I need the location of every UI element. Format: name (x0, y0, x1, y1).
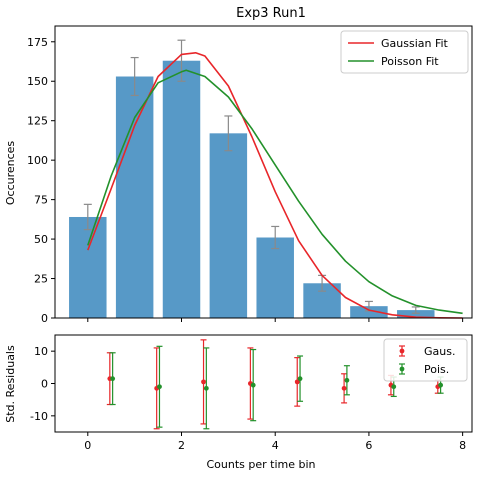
bar-errorbar-2 (177, 39, 186, 82)
bar-1 (115, 76, 154, 318)
pois-residual-point-6 (391, 384, 397, 390)
legend-label-gaus: Gaus. (424, 345, 455, 358)
pois-residual-point-0 (110, 376, 116, 382)
bar-errorbar-7 (411, 306, 420, 314)
bottom-x-tick-label: 6 (365, 439, 372, 452)
bottom-x-tick-label: 4 (272, 439, 279, 452)
pois-residual-point-7 (438, 382, 444, 388)
gaussian-fit-line (87, 52, 463, 319)
top-y-tick-label: 125 (27, 115, 48, 128)
bottom-legend-box (383, 338, 468, 382)
bottom-y-tick-label: -10 (30, 410, 48, 423)
gaus-residual-point-5 (341, 385, 347, 391)
top-plot-area: 0 25 50 75 100 125 150 175 Gaussian Fit Poisson F… (27, 25, 473, 325)
top-y-tick-label: 0 (41, 312, 48, 325)
bottom-x-tick-label: 2 (178, 439, 185, 452)
pois-residual-point-4 (297, 376, 303, 382)
bar-errorbar-4 (271, 225, 280, 250)
bar-2 (162, 60, 201, 318)
gaus-residual-point-2 (201, 379, 206, 385)
bottom-plot-area: -10 0 10 0 2 4 6 8 Gaus. Pois. (30, 334, 473, 452)
pois-residual-point-2 (203, 385, 209, 391)
bar-7 (397, 310, 435, 318)
bar-errorbar-0 (83, 203, 92, 231)
bottom-x-tick-label: 8 (459, 439, 466, 452)
bottom-y-axis-label: Std. Residuals (4, 345, 17, 423)
pois-residual-point-3 (250, 382, 256, 388)
legend-label-pois: Pois. (424, 363, 449, 376)
bar-4 (256, 237, 294, 318)
poisson-fit-line (87, 69, 463, 315)
gaus-residual-point-4 (294, 379, 300, 385)
chart-title: Exp3 Run1 (236, 6, 306, 21)
bottom-y-tick-label: 0 (41, 378, 48, 391)
top-y-tick-label: 100 (27, 154, 48, 167)
bar-0 (69, 216, 107, 318)
bar-errorbar-3 (224, 115, 233, 152)
top-y-tick-label: 175 (27, 36, 48, 49)
top-y-tick-label: 150 (27, 75, 48, 88)
bar-errorbar-1 (130, 56, 139, 97)
top-y-tick-label: 50 (34, 233, 48, 246)
bottom-legend: Gaus. Pois. (383, 338, 468, 382)
bottom-x-axis-label: Counts per time bin (206, 458, 315, 471)
bottom-x-tick-label: 0 (84, 439, 91, 452)
pois-residual-point-5 (344, 377, 350, 383)
top-plot-frame (54, 25, 473, 319)
top-y-tick-label: 25 (34, 273, 48, 286)
bottom-y-tick-label: 10 (34, 345, 48, 358)
pois-residual-point-1 (157, 384, 162, 390)
bar-3 (209, 133, 248, 318)
top-y-axis-label: Occurences (4, 141, 17, 206)
top-y-tick-label: 75 (34, 194, 48, 207)
top-legend: Gaussian Fit Poisson Fit (340, 30, 469, 74)
legend-label-gaussian: Gaussian Fit (381, 37, 449, 50)
legend-label-poisson: Poisson Fit (381, 55, 439, 68)
top-legend-box (340, 30, 469, 74)
bar-6 (350, 306, 388, 318)
